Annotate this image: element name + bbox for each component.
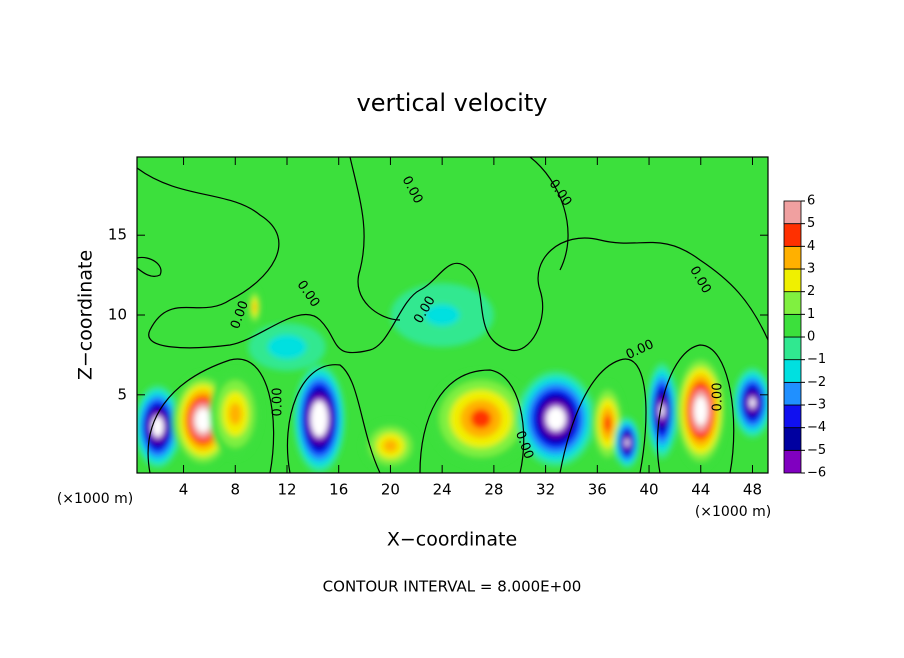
- field-feature: [154, 421, 161, 432]
- colorbar-swatch: [783, 223, 802, 247]
- field-feature: [551, 412, 561, 425]
- colorbar-swatch: [783, 336, 802, 361]
- colorbar-label: 3: [807, 262, 815, 277]
- y-axis-label: Z−coordinate: [75, 250, 97, 380]
- contour-line: [286, 364, 381, 473]
- x-tick-label: 36: [588, 481, 607, 499]
- x-tick-label: 16: [329, 481, 348, 499]
- x-tick-label: 40: [639, 481, 658, 499]
- x-tick-label: 20: [381, 481, 400, 499]
- contour-line: [137, 256, 162, 277]
- field: [137, 283, 768, 473]
- colorbar-label: 5: [807, 216, 815, 231]
- colorbar-label: −3: [807, 398, 826, 413]
- colorbar-label: −4: [807, 420, 826, 435]
- x-tick-label: 28: [484, 481, 503, 499]
- colorbar-swatch: [783, 313, 802, 338]
- colorbar-swatch: [783, 200, 802, 225]
- colorbar-label: 2: [807, 284, 815, 299]
- x-tick-label: 44: [691, 481, 710, 499]
- colorbar-swatch: [783, 381, 802, 406]
- x-axis-label: X−coordinate: [387, 529, 517, 551]
- field-feature: [316, 412, 323, 425]
- colorbar-label: 6: [807, 194, 815, 209]
- y-tick-label: 15: [108, 226, 127, 244]
- colorbar-swatch: [783, 245, 802, 270]
- zero-contours: [137, 157, 768, 473]
- colorbar-label: 1: [807, 307, 815, 322]
- y-tick-label: 5: [117, 385, 127, 403]
- colorbar-label: −1: [807, 352, 826, 367]
- x-tick-label: 8: [230, 481, 240, 499]
- x-tick-label: 12: [277, 481, 296, 499]
- colorbar-label: 4: [807, 239, 815, 254]
- contour-label: 0.00: [271, 388, 286, 417]
- colorbar-swatch: [783, 427, 802, 451]
- contour-line: [349, 157, 401, 321]
- x-tick-label: 48: [743, 481, 762, 499]
- colorbar-swatch: [783, 268, 802, 293]
- field-feature: [267, 334, 307, 359]
- chart-title: vertical velocity: [357, 89, 548, 117]
- colorbar-label: 0: [807, 330, 815, 345]
- field-feature: [749, 397, 756, 408]
- x-tick-label: 4: [179, 481, 189, 499]
- footnote: CONTOUR INTERVAL = 8.000E+00: [323, 578, 582, 596]
- field-feature: [199, 414, 207, 427]
- field-feature: [424, 304, 460, 326]
- field-feature: [697, 403, 704, 418]
- field-feature: [625, 439, 629, 447]
- contour-line: [137, 167, 768, 354]
- field-feature: [228, 402, 242, 426]
- field-feature: [383, 439, 398, 453]
- colorbar-swatch: [783, 359, 802, 383]
- field-feature: [253, 302, 257, 312]
- colorbar-swatch: [783, 404, 802, 429]
- colorbar-swatch: [783, 291, 802, 315]
- y-tick-label: 10: [108, 306, 127, 324]
- contour-line: [656, 344, 735, 473]
- contour-label: 0.00: [711, 383, 726, 412]
- colorbar-swatch: [783, 449, 802, 474]
- contour-line: [147, 358, 275, 473]
- contour-line: [529, 157, 569, 271]
- colorbar-label: −6: [807, 466, 826, 481]
- x-tick-label: 24: [433, 481, 452, 499]
- field-feature: [604, 415, 612, 432]
- contour-line: [419, 369, 525, 473]
- x-unit-label: (×1000 m): [57, 491, 133, 507]
- x-unit-label: (×1000 m): [695, 504, 771, 520]
- field-feature: [470, 409, 492, 429]
- colorbar-label: −5: [807, 443, 826, 458]
- x-tick-label: 32: [536, 481, 555, 499]
- contour-line: [559, 358, 647, 473]
- colorbar-label: −2: [807, 375, 826, 390]
